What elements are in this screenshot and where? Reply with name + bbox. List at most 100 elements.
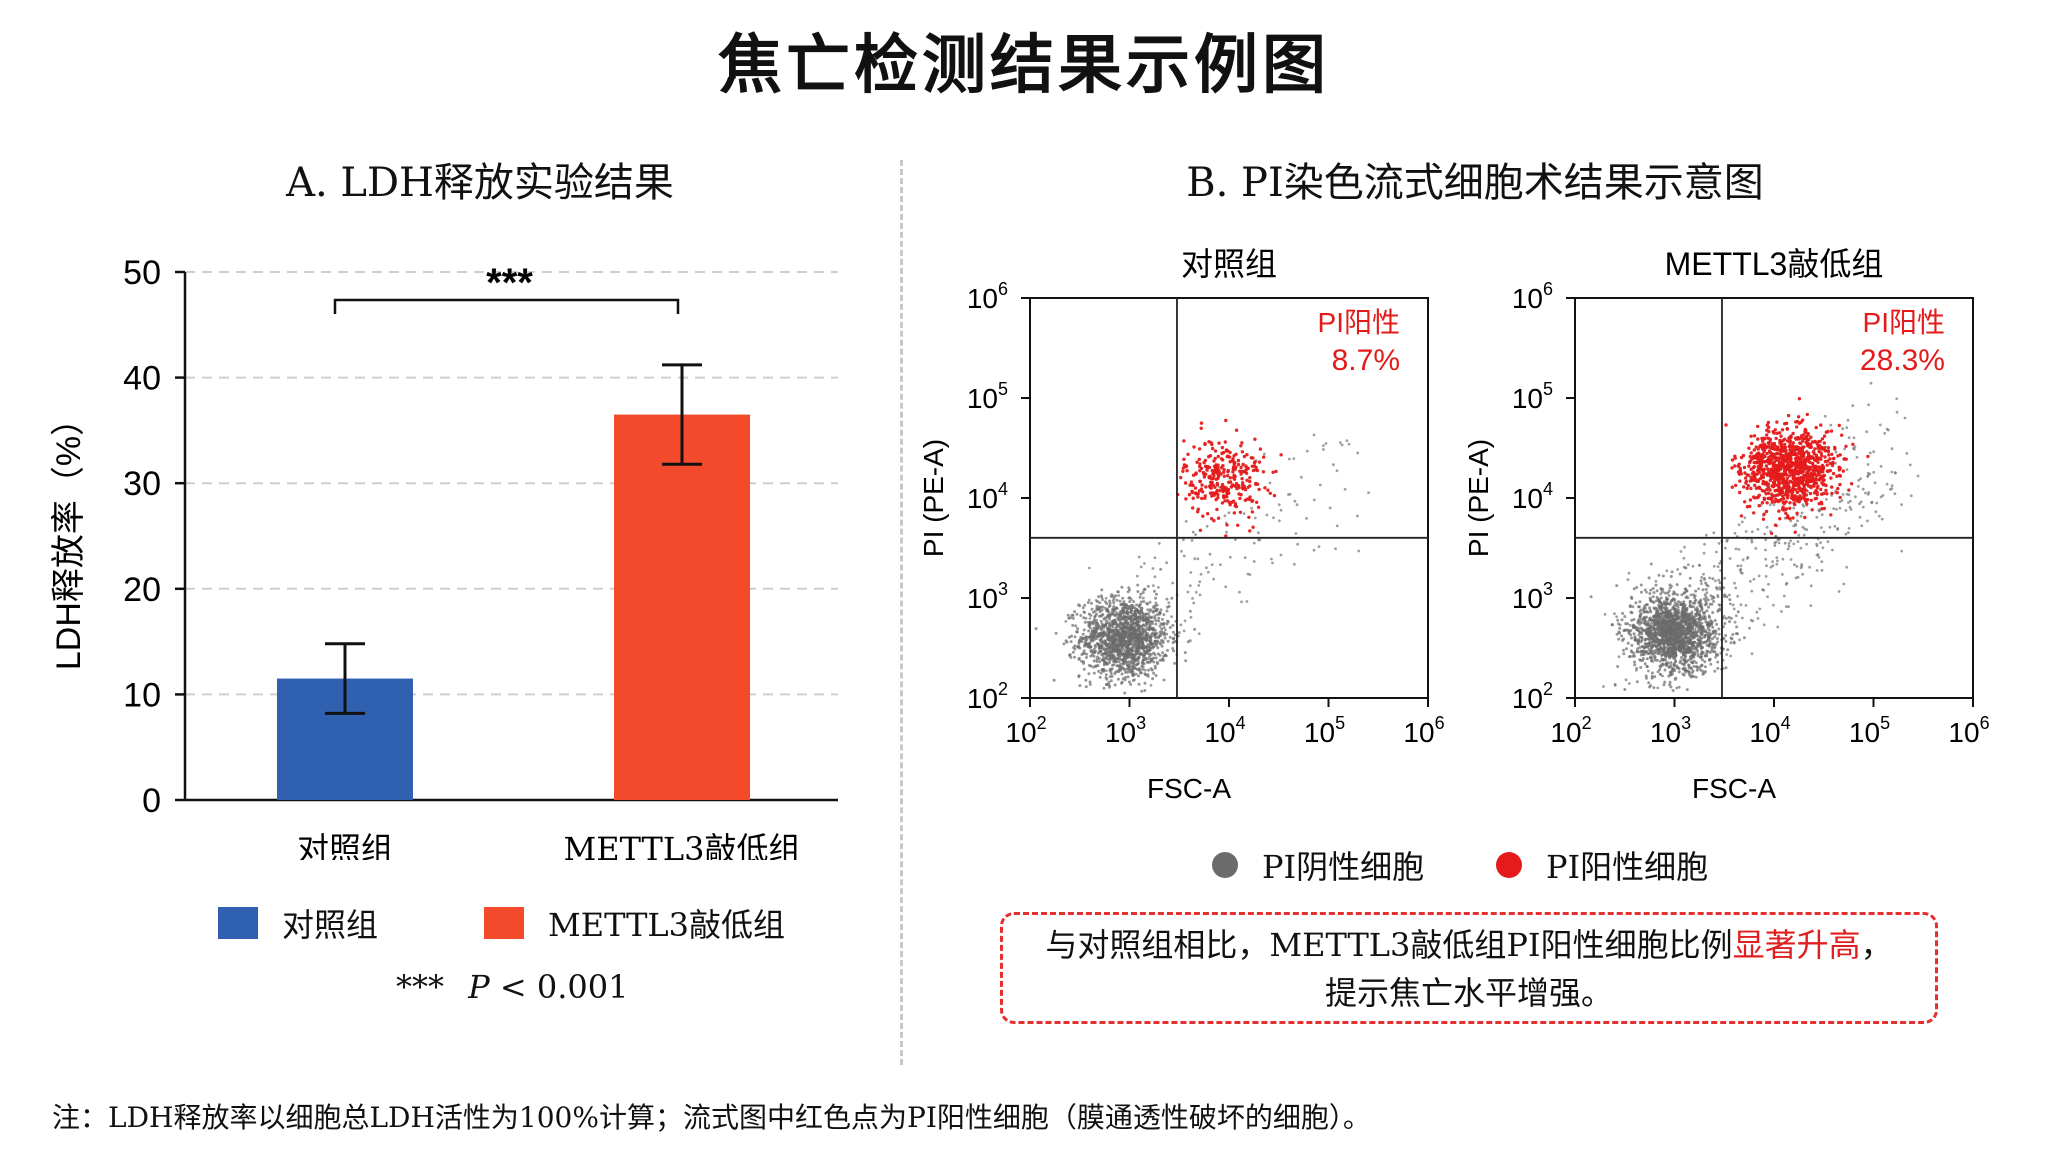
scatter-point [1671, 651, 1675, 655]
scatter-point [1703, 660, 1707, 664]
scatter-point [1244, 468, 1248, 472]
scatter-point [1163, 636, 1167, 640]
scatter-point [1258, 447, 1263, 451]
scatter-point [1706, 620, 1710, 624]
scatter-point [1231, 483, 1235, 487]
scatter-point [1688, 584, 1692, 588]
scatter-point [1749, 478, 1754, 483]
scatter-point [1814, 425, 1818, 430]
scatter-point [1674, 659, 1678, 663]
scatter-point [1647, 576, 1651, 580]
scatter-point [1672, 614, 1676, 617]
significance-note-rest: < 0.001 [499, 968, 629, 1006]
scatter-point [1795, 480, 1799, 485]
scatter-point [1727, 616, 1731, 619]
scatter-point [1108, 684, 1112, 687]
scatter-point [1274, 469, 1278, 474]
scatter-point [1119, 633, 1123, 637]
scatter-point [1703, 603, 1707, 607]
scatter-point [1736, 632, 1739, 636]
scatter-point [1752, 434, 1757, 438]
scatter-point [1128, 633, 1132, 637]
scatter-point [1716, 595, 1720, 599]
scatter-point [1154, 656, 1158, 660]
scatter-point [1084, 685, 1088, 689]
scatter-point [1143, 672, 1147, 676]
scatter-point [1637, 639, 1641, 643]
scatter-point [1650, 676, 1654, 680]
scatter-point [1263, 452, 1266, 456]
scatter-point [1148, 636, 1152, 639]
scatter-point [1210, 480, 1214, 484]
scatter-point [1156, 646, 1160, 650]
scatter-point [1744, 479, 1748, 484]
scatter-point [1200, 490, 1205, 494]
scatter-point [1083, 603, 1087, 607]
scatter-point [1104, 647, 1108, 651]
scatter-point [1697, 587, 1700, 591]
scatter-point [1116, 653, 1120, 657]
scatter-point [1866, 463, 1870, 466]
scatter-point [1730, 485, 1734, 489]
scatter-point [1152, 660, 1156, 664]
scatter-point [1654, 616, 1658, 620]
scatter-point [1197, 489, 1202, 493]
scatter-point [1805, 412, 1809, 417]
scatter-point [1847, 531, 1850, 534]
scatter-point [1691, 636, 1694, 640]
scatter-point [1676, 622, 1680, 626]
scatter-point [1142, 645, 1146, 649]
scatter-point [1236, 462, 1241, 467]
scatter-point [1216, 474, 1221, 479]
scatter-point [1646, 627, 1650, 631]
scatter-point [1711, 577, 1715, 581]
scatter-point [1154, 596, 1158, 600]
scatter-point [1687, 628, 1691, 632]
scatter-point [1138, 651, 1142, 655]
scatter-point [1116, 677, 1120, 681]
scatter-point [1715, 550, 1718, 554]
scatter-point [1783, 541, 1787, 545]
scatter-point [1272, 516, 1275, 520]
scatter-point [1705, 649, 1709, 653]
scatter-point [1228, 460, 1232, 464]
scatter-point [1150, 620, 1154, 623]
scatter-point [1160, 644, 1164, 648]
scatter-point [1182, 457, 1186, 461]
legend-label-control: 对照组 [282, 906, 379, 944]
scatter-point [1145, 619, 1149, 623]
scatter-point [1737, 523, 1741, 527]
scatter-point [1916, 474, 1920, 478]
scatter-point [1237, 492, 1241, 496]
scatter-point [1628, 623, 1632, 627]
scatter-point [1765, 467, 1770, 471]
scatter-point [1660, 624, 1664, 627]
scatter-point [1752, 495, 1756, 499]
scatter-point [1246, 485, 1250, 489]
scatter-point [1649, 655, 1653, 659]
scatter-point [1639, 590, 1643, 594]
scatter-point [1697, 641, 1701, 645]
scatter-point [1739, 514, 1744, 518]
scatter-point [1809, 435, 1813, 439]
scatter-point [1150, 641, 1154, 645]
panel-b-title: B. PI染色流式细胞术结果示意图 [1186, 160, 1764, 206]
scatter-point [1166, 648, 1169, 652]
scatter-point [1772, 603, 1775, 607]
scatter-point [1270, 557, 1273, 561]
scatter-point [1855, 455, 1859, 459]
scatter-point [1784, 582, 1788, 586]
scatter-point [1754, 547, 1758, 550]
scatter-point [1106, 637, 1110, 641]
scatter-point [1109, 637, 1113, 641]
scatter-point [1126, 622, 1130, 626]
scatter-point [1121, 631, 1125, 634]
scatter-point [1683, 645, 1687, 649]
scatter-point [1707, 634, 1711, 638]
scatter-point [1180, 549, 1183, 553]
scatter-point [1842, 457, 1846, 461]
scatter-point [1200, 496, 1204, 501]
scatter-point [1141, 654, 1145, 658]
scatter-series [1034, 433, 1370, 695]
scatter-point [1689, 625, 1693, 629]
